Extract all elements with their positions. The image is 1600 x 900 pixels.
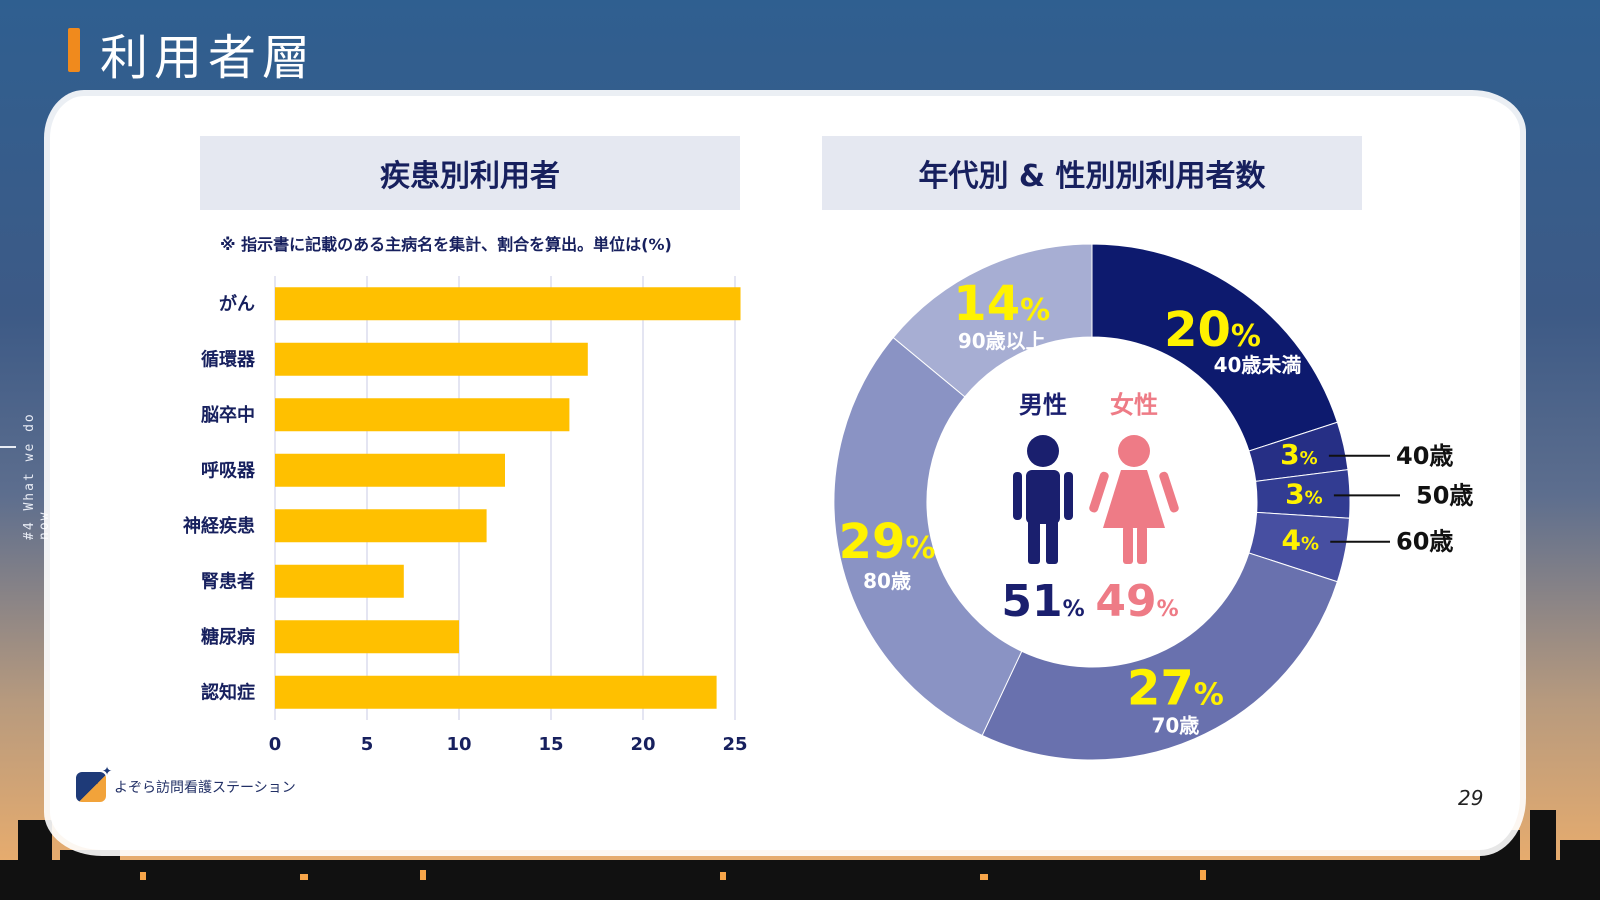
slice-value-unit: % — [905, 531, 935, 566]
disease-chart-header: 疾患別利用者 — [200, 136, 740, 210]
category-label: がん — [219, 293, 255, 315]
title-accent-bar — [68, 28, 80, 72]
x-tick-label: 20 — [630, 734, 655, 755]
side-tag: #4 What we do now — [22, 380, 52, 540]
slice-value-number: 14 — [953, 276, 1020, 332]
bar — [275, 509, 487, 543]
slice-value-unit: % — [1305, 487, 1323, 508]
slice-category-label: 60歳 — [1396, 528, 1453, 556]
slice-category-label: 50歳 — [1416, 481, 1473, 509]
slice-value-number: 20 — [1164, 302, 1231, 358]
slice-value-number: 29 — [839, 514, 906, 570]
side-divider — [0, 446, 16, 448]
female-percentage: 49% — [1095, 576, 1178, 627]
slice-value-number: 3 — [1285, 477, 1304, 510]
slice-category-label: 80歳 — [863, 569, 911, 593]
donut-slice — [981, 552, 1339, 761]
slice-category-label: 40歳 — [1396, 442, 1453, 470]
female-figure-icon — [1089, 435, 1179, 564]
donut-slice — [833, 336, 1023, 737]
slice-category-label: 40歳未満 — [1214, 353, 1302, 377]
content-panel: 疾患別利用者 年代別 & 性別別利用者数 ※ 指示書に記載のある主病名を集計、割… — [50, 96, 1520, 850]
male-percentage: 51% — [1001, 576, 1084, 627]
slice-value-label: 27% — [1127, 661, 1224, 717]
slice-value-label: 14% — [953, 276, 1050, 332]
category-label: 呼吸器 — [201, 460, 256, 481]
slice-value-label: 3% — [1285, 477, 1323, 510]
male-figure-icon — [1013, 435, 1073, 564]
slice-value-label: 3% — [1280, 438, 1318, 471]
city-skyline — [0, 810, 1600, 900]
slice-value-label: 29% — [839, 514, 936, 570]
slice-value-label: 20% — [1164, 302, 1261, 358]
donut-slice — [1091, 243, 1339, 452]
page-title: 利用者層 — [100, 30, 317, 86]
bar — [275, 398, 570, 432]
category-label: 糖尿病 — [201, 626, 255, 648]
slice-value-number: 27 — [1127, 661, 1194, 717]
category-label: 脳卒中 — [201, 404, 255, 426]
donut-slice — [892, 243, 1093, 398]
slice-category-label: 70歳 — [1151, 714, 1199, 738]
slice-category-label: 90歳以上 — [958, 329, 1046, 353]
slice-value-unit: % — [1194, 678, 1224, 713]
bar — [275, 453, 505, 487]
slice-value-number: 4 — [1281, 524, 1300, 557]
logo-text: よぞら訪問看護ステーション — [114, 780, 296, 796]
slice-value-unit: % — [1020, 293, 1050, 328]
bar — [275, 564, 404, 598]
logo-mark: ✦ — [76, 764, 112, 802]
x-tick-label: 5 — [361, 734, 374, 755]
page-number: 29 — [1458, 786, 1484, 810]
category-label: 循環器 — [201, 348, 256, 370]
disease-chart-note: ※ 指示書に記載のある主病名を集計、割合を算出。単位は(%) — [220, 235, 672, 254]
slice-value-unit: % — [1300, 448, 1318, 469]
station-logo: ✦ よぞら訪問看護ステーション — [76, 764, 296, 802]
side-tag-text: #4 What we do now — [22, 412, 52, 540]
star-icon: ✦ — [101, 764, 112, 778]
x-tick-label: 25 — [722, 734, 747, 755]
x-tick-label: 0 — [269, 734, 282, 755]
bar — [275, 287, 741, 321]
bar — [275, 342, 588, 376]
bar — [275, 620, 459, 654]
category-label: 認知症 — [201, 681, 255, 703]
bar — [275, 675, 717, 709]
slice-value-unit: % — [1231, 319, 1261, 354]
slice-value-label: 4% — [1281, 524, 1319, 557]
male-label: 男性 — [1019, 391, 1067, 419]
age-gender-chart-header: 年代別 & 性別別利用者数 — [822, 136, 1362, 210]
category-label: 神経疾患 — [183, 515, 255, 537]
x-tick-label: 10 — [446, 734, 471, 755]
slice-value-unit: % — [1301, 534, 1319, 555]
category-label: 腎患者 — [201, 571, 255, 592]
x-tick-label: 15 — [538, 734, 563, 755]
female-label: 女性 — [1110, 391, 1158, 419]
slice-value-number: 3 — [1280, 438, 1299, 471]
